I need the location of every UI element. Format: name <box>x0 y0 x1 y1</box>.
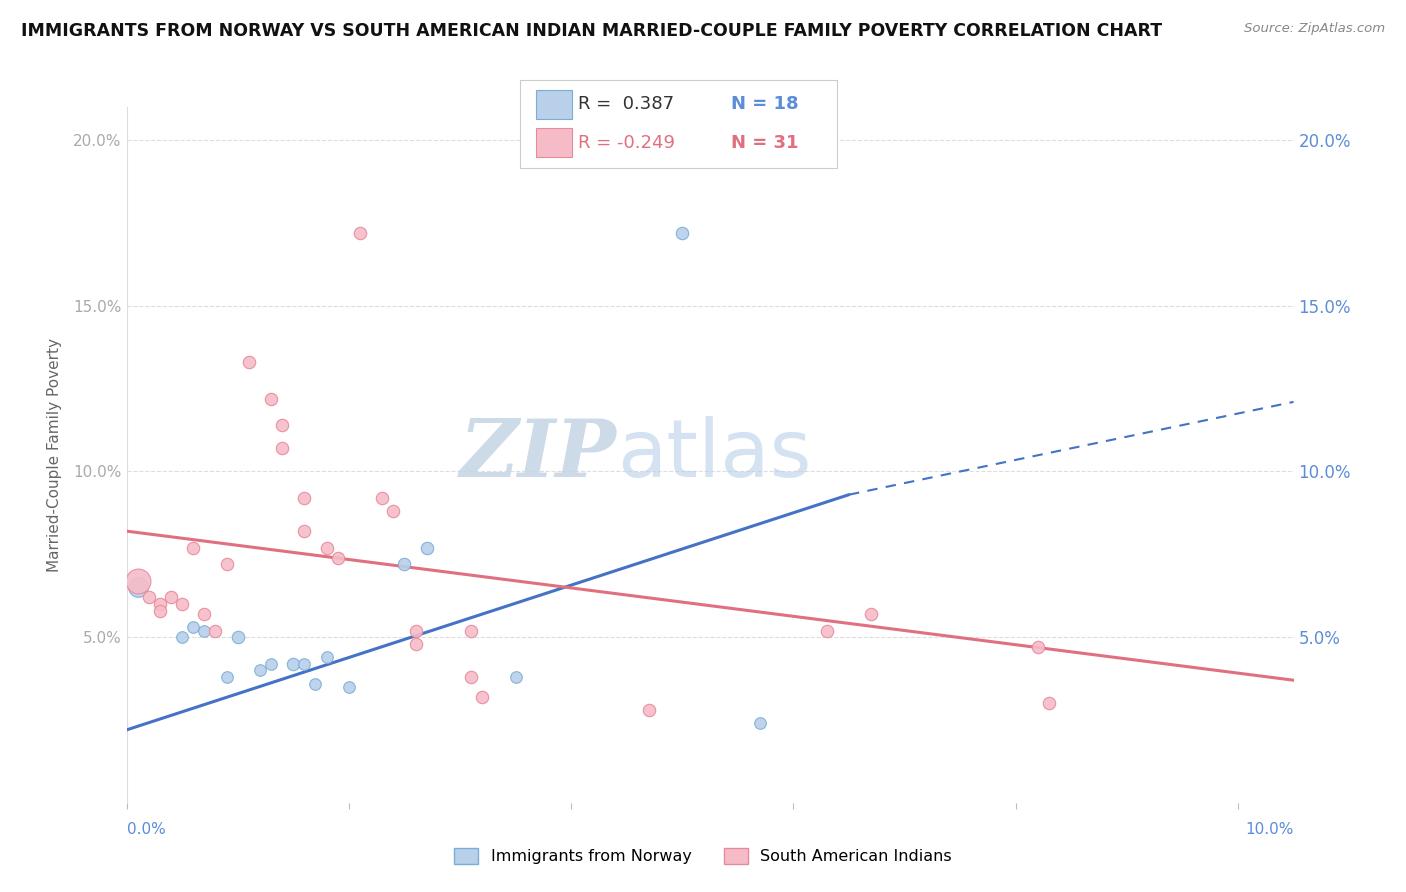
Point <box>215 670 238 684</box>
Point <box>292 491 315 505</box>
Point <box>292 657 315 671</box>
Point <box>1038 697 1060 711</box>
Text: ZIP: ZIP <box>460 417 617 493</box>
Point <box>249 663 271 677</box>
Point <box>215 558 238 572</box>
Point <box>1026 640 1049 654</box>
Text: R = -0.249: R = -0.249 <box>578 134 675 152</box>
Text: N = 18: N = 18 <box>731 95 799 113</box>
Point <box>405 624 427 638</box>
Point <box>671 226 693 240</box>
Point <box>193 607 215 621</box>
Point <box>172 597 194 611</box>
Point <box>315 650 337 665</box>
Point <box>405 637 427 651</box>
Point <box>181 620 204 634</box>
Text: atlas: atlas <box>617 416 811 494</box>
Point <box>271 418 294 433</box>
Point <box>394 558 416 572</box>
Point <box>371 491 394 505</box>
Point <box>238 355 260 369</box>
Point <box>815 624 838 638</box>
Point <box>283 657 305 671</box>
Point <box>749 716 772 731</box>
Point <box>860 607 883 621</box>
Point <box>460 670 482 684</box>
Text: N = 31: N = 31 <box>731 134 799 152</box>
Text: 0.0%: 0.0% <box>127 822 166 837</box>
Point <box>304 676 326 690</box>
Point <box>471 690 494 704</box>
Point <box>382 504 405 518</box>
Y-axis label: Married-Couple Family Poverty: Married-Couple Family Poverty <box>48 338 62 572</box>
Text: R =  0.387: R = 0.387 <box>578 95 673 113</box>
Point <box>460 624 482 638</box>
Point <box>326 550 349 565</box>
Point <box>337 680 360 694</box>
Point <box>315 541 337 555</box>
Point <box>349 226 371 240</box>
Point <box>160 591 183 605</box>
Point <box>260 657 283 671</box>
Point <box>127 574 149 588</box>
Text: 10.0%: 10.0% <box>1246 822 1294 837</box>
Point <box>138 591 160 605</box>
Point <box>181 541 204 555</box>
Point <box>292 524 315 538</box>
Point <box>226 630 249 644</box>
Point <box>505 670 527 684</box>
Point <box>127 581 149 595</box>
Point <box>149 597 172 611</box>
Text: IMMIGRANTS FROM NORWAY VS SOUTH AMERICAN INDIAN MARRIED-COUPLE FAMILY POVERTY CO: IMMIGRANTS FROM NORWAY VS SOUTH AMERICAN… <box>21 22 1163 40</box>
Point <box>204 624 226 638</box>
Text: Source: ZipAtlas.com: Source: ZipAtlas.com <box>1244 22 1385 36</box>
Point <box>415 541 437 555</box>
Point <box>193 624 215 638</box>
Point <box>172 630 194 644</box>
Point <box>260 392 283 406</box>
Point <box>638 703 661 717</box>
Point <box>271 442 294 456</box>
Point <box>149 604 172 618</box>
Legend: Immigrants from Norway, South American Indians: Immigrants from Norway, South American I… <box>447 841 959 871</box>
